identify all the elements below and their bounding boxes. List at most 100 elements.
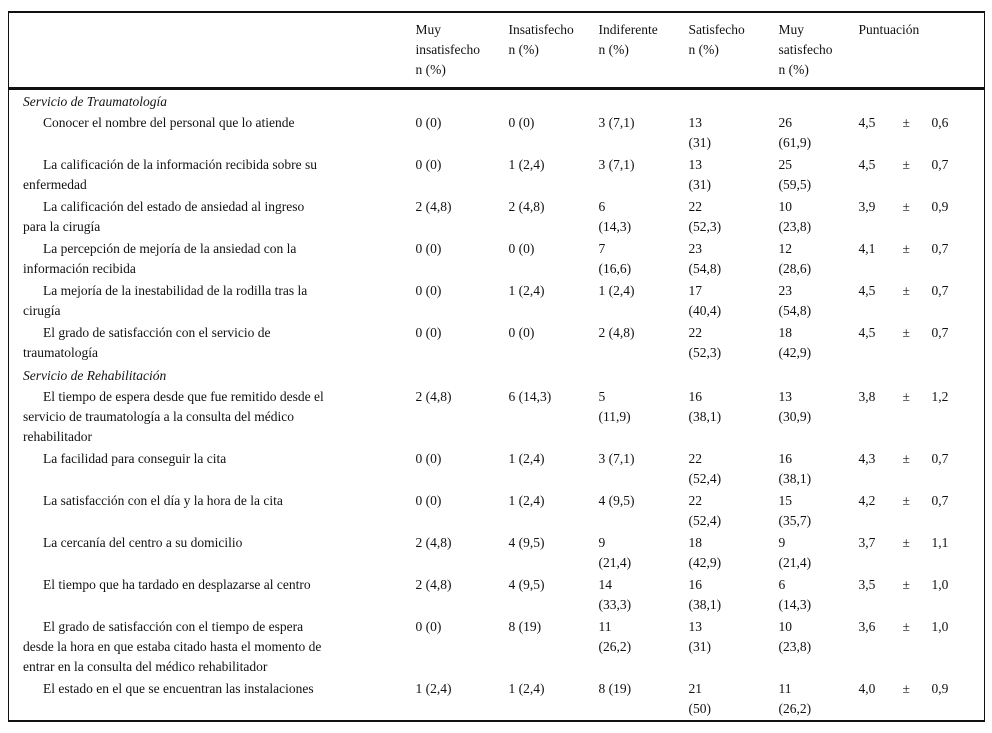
row-label: La percepción de mejoría de la ansiedad …: [23, 241, 297, 276]
plus-minus-symbol: ±: [902, 199, 910, 214]
plus-minus-symbol: ±: [902, 493, 910, 508]
section-title: Servicio de Traumatología: [23, 94, 167, 109]
value-cell: 9 (21,4): [778, 535, 812, 570]
score-sd: 0,7: [931, 241, 949, 256]
value-cell: 12 (28,6): [778, 241, 812, 276]
value-cell: 0 (0): [415, 283, 442, 298]
value-cell: 13 (31): [688, 115, 712, 150]
score-sd: 1,2: [931, 389, 949, 404]
header-muy-insatisfecho: Muy insatisfecho n (%): [415, 12, 509, 90]
score-mean: 4,1: [858, 241, 876, 256]
row-label: La facilidad para conseguir la cita: [43, 451, 227, 466]
score-mean: 4,5: [858, 325, 876, 340]
value-cell: 13 (30,9): [778, 389, 812, 424]
value-cell: 1 (2,4): [508, 451, 545, 466]
value-cell: 23 (54,8): [778, 283, 812, 318]
score-mean: 3,9: [858, 199, 876, 214]
score-mean: 4,0: [858, 681, 876, 696]
score-mean: 4,3: [858, 451, 876, 466]
value-cell: 9 (21,4): [598, 535, 632, 570]
satisfaction-table: Muy insatisfecho n (%) Insatisfecho n (%…: [8, 11, 985, 722]
value-cell: 6 (14,3): [598, 199, 632, 234]
table-row: El grado de satisfacción con el servicio…: [9, 322, 985, 364]
value-cell: 16 (38,1): [688, 389, 722, 424]
value-cell: 1 (2,4): [508, 157, 545, 172]
value-cell: 18 (42,9): [688, 535, 722, 570]
header-puntuacion: Puntuación: [858, 12, 985, 90]
row-label: La cercanía del centro a su domicilio: [43, 535, 243, 550]
table-row: La calificación del estado de ansiedad a…: [9, 196, 985, 238]
value-cell: 22 (52,4): [688, 451, 722, 486]
value-cell: 0 (0): [508, 325, 535, 340]
score-mean: 4,5: [858, 157, 876, 172]
table-row: La mejoría de la inestabilidad de la rod…: [9, 280, 985, 322]
row-label: El tiempo de espera desde que fue remiti…: [23, 389, 324, 444]
score-sd: 1,0: [931, 619, 949, 634]
score-mean: 3,6: [858, 619, 876, 634]
table-row: El tiempo que ha tardado en desplazarse …: [9, 574, 985, 616]
score-mean: 4,5: [858, 115, 876, 130]
value-cell: 5 (11,9): [598, 389, 631, 424]
header-indiferente: Indiferente n (%): [598, 12, 689, 90]
value-cell: 10 (23,8): [778, 199, 812, 234]
value-cell: 0 (0): [508, 241, 535, 256]
value-cell: 3 (7,1): [598, 157, 635, 172]
value-cell: 0 (0): [415, 619, 442, 634]
section-row: Servicio de Traumatología: [9, 89, 985, 113]
value-cell: 4 (9,5): [508, 535, 545, 550]
plus-minus-symbol: ±: [902, 115, 910, 130]
value-cell: 2 (4,8): [415, 389, 452, 404]
plus-minus-symbol: ±: [902, 157, 910, 172]
value-cell: 23 (54,8): [688, 241, 722, 276]
score-sd: 0,7: [931, 157, 949, 172]
table-row: La satisfacción con el día y la hora de …: [9, 490, 985, 532]
row-label: El grado de satisfacción con el servicio…: [23, 325, 271, 360]
value-cell: 16 (38,1): [688, 577, 722, 612]
value-cell: 0 (0): [415, 157, 442, 172]
plus-minus-symbol: ±: [902, 619, 910, 634]
value-cell: 11 (26,2): [598, 619, 632, 654]
value-cell: 11 (26,2): [778, 681, 812, 716]
score-sd: 0,7: [931, 325, 949, 340]
section-title: Servicio de Rehabilitación: [23, 368, 167, 383]
value-cell: 22 (52,3): [688, 199, 722, 234]
value-cell: 17 (40,4): [688, 283, 722, 318]
value-cell: 2 (4,8): [415, 577, 452, 592]
row-label: El estado en el que se encuentran las in…: [43, 681, 314, 696]
row-label: La satisfacción con el día y la hora de …: [43, 493, 283, 508]
value-cell: 1 (2,4): [415, 681, 452, 696]
score-sd: 0,7: [931, 283, 949, 298]
score-mean: 3,8: [858, 389, 876, 404]
value-cell: 1 (2,4): [598, 283, 635, 298]
table-row: La facilidad para conseguir la cita 0 (0)…: [9, 448, 985, 490]
value-cell: 0 (0): [415, 493, 442, 508]
row-label: La mejoría de la inestabilidad de la rod…: [23, 283, 308, 318]
value-cell: 21 (50): [688, 681, 712, 716]
section-row: Servicio de Rehabilitación: [9, 364, 985, 386]
value-cell: 0 (0): [415, 325, 442, 340]
table-row: La calificación de la información recibi…: [9, 154, 985, 196]
header-muy-satisfecho: Muy satisfecho n (%): [778, 12, 859, 90]
row-label: El grado de satisfacción con el tiempo d…: [23, 619, 322, 674]
score-sd: 0,7: [931, 451, 949, 466]
table-row: El estado en el que se encuentran las in…: [9, 678, 985, 721]
header-insatisfecho: Insatisfecho n (%): [508, 12, 599, 90]
score-sd: 0,9: [931, 681, 949, 696]
value-cell: 0 (0): [415, 241, 442, 256]
table-row: La cercanía del centro a su domicilio 2 (…: [9, 532, 985, 574]
value-cell: 8 (19): [598, 681, 632, 696]
value-cell: 2 (4,8): [598, 325, 635, 340]
table-row: El tiempo de espera desde que fue remiti…: [9, 386, 985, 448]
header-satisfecho: Satisfecho n (%): [688, 12, 779, 90]
table-row: Conocer el nombre del personal que lo at…: [9, 112, 985, 154]
value-cell: 1 (2,4): [508, 493, 545, 508]
score-mean: 4,5: [858, 283, 876, 298]
value-cell: 1 (2,4): [508, 681, 545, 696]
value-cell: 3 (7,1): [598, 451, 635, 466]
value-cell: 25 (59,5): [778, 157, 812, 192]
score-sd: 0,9: [931, 199, 949, 214]
row-label: El tiempo que ha tardado en desplazarse …: [43, 577, 311, 592]
plus-minus-symbol: ±: [902, 451, 910, 466]
value-cell: 0 (0): [415, 115, 442, 130]
